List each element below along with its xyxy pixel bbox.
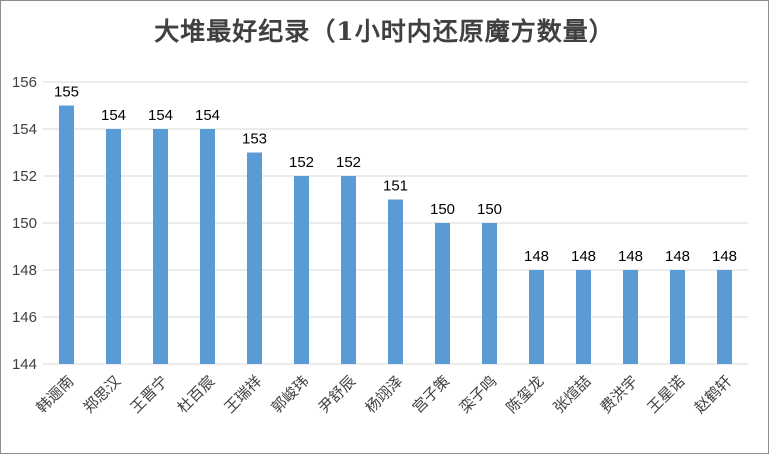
x-tick-label: 王星诺: [644, 372, 689, 417]
x-tick-label: 郑思汉: [80, 372, 125, 417]
data-label: 152: [336, 154, 361, 171]
chart-title: 大堆最好纪录（1小时内还原魔方数量）: [154, 17, 615, 46]
data-label: 150: [477, 201, 502, 218]
x-tick-label: 张煊喆: [550, 372, 595, 417]
data-label: 148: [665, 248, 690, 265]
data-label: 148: [618, 248, 643, 265]
y-tick-label: 146: [12, 309, 37, 326]
x-tick-label: 杨翊泽: [362, 372, 407, 417]
bar: [670, 270, 685, 364]
bar: [153, 129, 168, 364]
y-tick-label: 148: [12, 262, 37, 279]
y-tick-label: 156: [12, 74, 37, 91]
bar: [576, 270, 591, 364]
data-label: 148: [712, 248, 737, 265]
x-tick-label: 费洪宇: [597, 372, 642, 417]
bar: [106, 129, 121, 364]
data-label: 154: [148, 107, 173, 124]
bar: [482, 223, 497, 364]
data-label: 155: [54, 84, 79, 101]
data-label: 154: [101, 107, 126, 124]
bar: [294, 176, 309, 364]
data-label: 148: [571, 248, 596, 265]
bar: [435, 223, 450, 364]
y-tick-label: 152: [12, 168, 37, 185]
data-label: 150: [430, 201, 455, 218]
bar: [623, 270, 638, 364]
x-tick-label: 尹舒辰: [315, 372, 360, 417]
data-label: 154: [195, 107, 220, 124]
bar: [529, 270, 544, 364]
x-tick-label: 韩逦南: [33, 372, 78, 417]
data-label: 152: [289, 154, 314, 171]
bar: [200, 129, 215, 364]
x-tick-label: 杜百宸: [174, 372, 219, 417]
bar: [59, 105, 74, 364]
y-tick-label: 150: [12, 215, 37, 232]
x-tick-label: 王晋宁: [127, 372, 172, 417]
bar: [717, 270, 732, 364]
x-tick-label: 赵鹤轩: [691, 372, 736, 417]
bar: [388, 199, 403, 364]
x-tick-label: 郭峻玮: [268, 372, 313, 417]
x-tick-label: 宫子策: [409, 372, 454, 417]
data-label: 148: [524, 248, 549, 265]
x-tick-label: 陈玺龙: [503, 372, 548, 417]
x-tick-label: 栾子鸣: [456, 372, 501, 417]
y-tick-label: 154: [12, 121, 37, 138]
y-tick-label: 144: [12, 356, 37, 373]
x-tick-label: 王瑞祥: [221, 372, 266, 417]
bar: [247, 152, 262, 364]
data-label: 151: [383, 178, 408, 195]
bar: [341, 176, 356, 364]
data-label: 153: [242, 131, 267, 148]
